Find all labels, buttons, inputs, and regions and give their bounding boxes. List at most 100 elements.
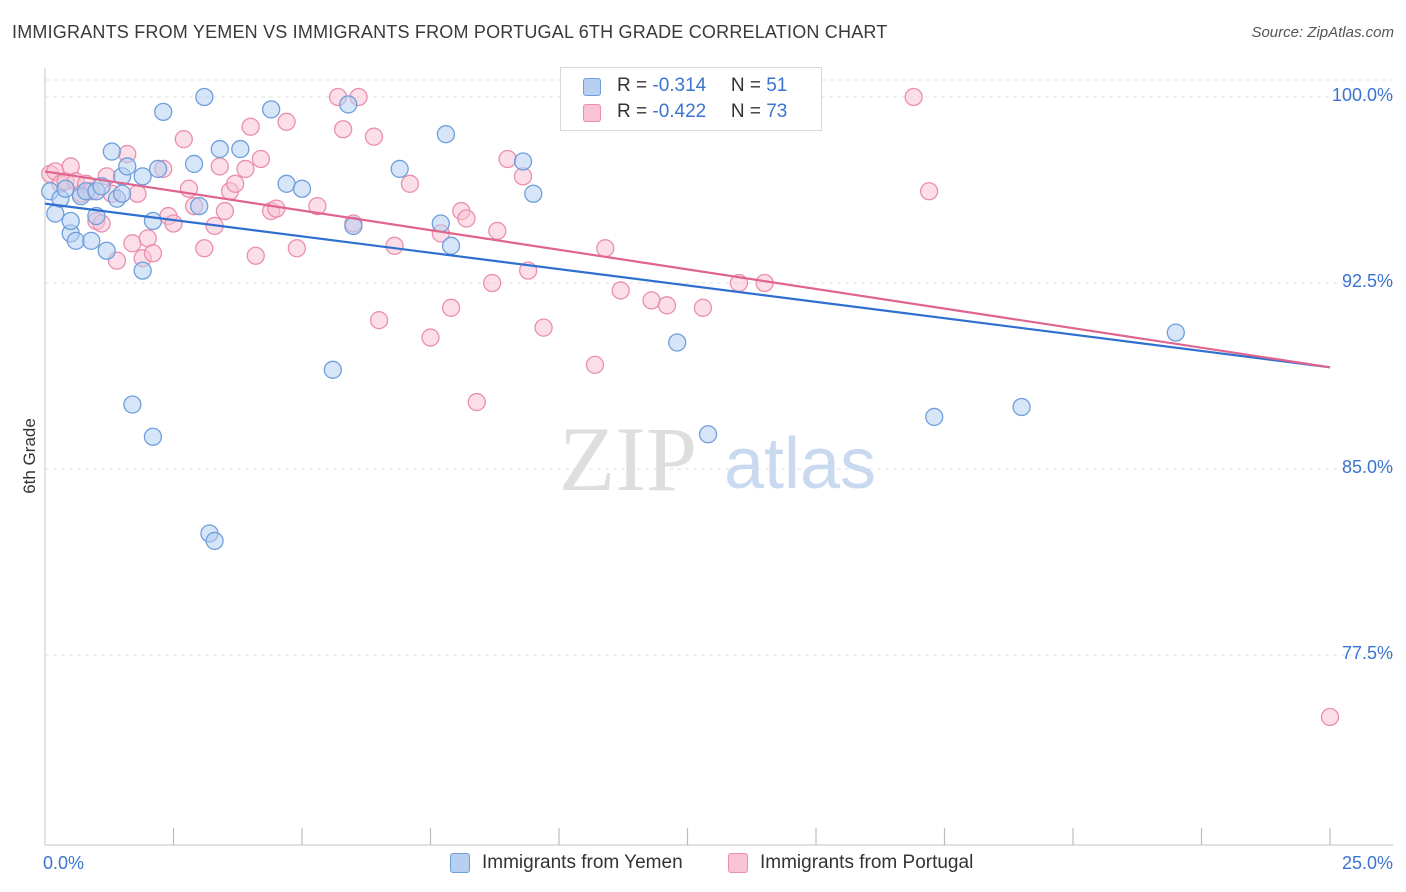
data-point-yemen	[66, 231, 85, 250]
data-point-portugal	[143, 244, 163, 263]
y-tick-label: 100.0%	[1332, 85, 1393, 105]
x-tick-label: 0.0%	[43, 853, 84, 873]
data-point-portugal	[693, 298, 713, 317]
data-point-yemen	[513, 152, 533, 171]
data-point-yemen	[292, 179, 312, 198]
data-point-portugal	[369, 311, 389, 330]
data-point-yemen	[61, 211, 80, 231]
data-point-portugal	[467, 392, 486, 412]
legend-r-value-portugal: -0.422	[652, 101, 707, 122]
data-point-yemen	[190, 196, 209, 216]
data-point-portugal	[308, 196, 327, 216]
trend-line-portugal	[44, 170, 1331, 369]
bottom-legend-label-yemen: Immigrants from Yemen	[482, 852, 683, 873]
legend-r-label: R =	[617, 75, 653, 96]
data-point-portugal	[498, 149, 517, 169]
data-point-yemen	[133, 261, 152, 280]
y-axis-title: 6th Grade	[20, 418, 39, 494]
legend-n-value-yemen: 51	[766, 75, 788, 96]
data-point-portugal	[236, 159, 255, 179]
data-point-portugal	[215, 201, 235, 221]
trend-lines	[44, 170, 1331, 369]
data-point-portugal	[246, 246, 265, 265]
watermark: ZIP atlas	[559, 408, 876, 510]
data-point-yemen	[441, 236, 461, 255]
legend-r-label: R =	[617, 101, 653, 122]
data-point-portugal	[596, 239, 615, 258]
data-point-yemen	[323, 360, 342, 379]
data-point-portugal	[210, 157, 229, 176]
data-point-yemen	[102, 142, 121, 161]
legend-swatch-portugal	[583, 104, 601, 122]
data-point-portugal	[904, 87, 923, 107]
data-point-yemen	[1166, 323, 1185, 342]
data-point-portugal	[195, 239, 214, 258]
data-point-yemen	[184, 154, 204, 174]
data-point-yemen	[143, 211, 163, 231]
data-point-portugal	[164, 214, 183, 233]
data-point-yemen	[133, 167, 152, 186]
data-point-portugal	[241, 117, 260, 136]
data-point-portugal	[585, 355, 605, 374]
data-point-yemen	[97, 241, 116, 260]
bottom-legend-label-portugal: Immigrants from Portugal	[760, 852, 974, 873]
data-point-portugal	[483, 273, 502, 293]
data-point-yemen	[92, 177, 111, 196]
data-point-portugal	[457, 209, 476, 228]
data-point-yemen	[698, 425, 718, 444]
legend-n-label: N =	[730, 75, 767, 96]
data-point-portugal	[174, 130, 193, 149]
data-point-yemen	[205, 531, 224, 551]
data-point-yemen	[524, 184, 543, 203]
data-point-yemen	[390, 159, 409, 179]
data-point-yemen	[210, 139, 229, 159]
data-point-portugal	[657, 296, 677, 315]
data-point-portugal	[611, 281, 630, 300]
legend-r-value-yemen: -0.314	[652, 75, 707, 96]
y-tick-label: 92.5%	[1342, 271, 1393, 291]
legend-n-value-portugal: 73	[766, 101, 788, 122]
data-point-yemen	[195, 87, 214, 107]
data-point-portugal	[251, 149, 271, 169]
data-point-portugal	[400, 174, 420, 193]
y-tick-label: 77.5%	[1342, 643, 1393, 663]
data-point-yemen	[436, 125, 456, 144]
data-point-portugal	[534, 318, 553, 337]
data-point-portugal	[919, 182, 939, 201]
data-point-yemen	[154, 102, 173, 122]
data-point-portugal	[642, 291, 661, 310]
data-point-yemen	[112, 184, 132, 203]
data-point-portugal	[385, 236, 404, 255]
correlation-legend: R = -0.314 N = 51 R = -0.422 N = 73	[560, 67, 822, 131]
bottom-legend-swatch-yemen	[450, 853, 470, 873]
data-point-portugal	[488, 221, 507, 241]
data-point-yemen	[339, 95, 358, 114]
trend-line-yemen	[44, 202, 1331, 369]
data-point-yemen	[148, 159, 168, 179]
source-label: Source: ZipAtlas.com	[1251, 24, 1394, 41]
data-point-portugal	[1320, 707, 1340, 727]
data-point-portugal	[287, 239, 307, 258]
data-point-portugal	[441, 298, 461, 317]
data-point-portugal	[128, 184, 147, 203]
watermark-atlas: atlas	[724, 424, 876, 504]
data-point-portugal	[277, 112, 296, 131]
watermark-zip: ZIP	[559, 408, 697, 510]
data-point-portugal	[421, 328, 440, 347]
data-point-portugal	[333, 120, 353, 139]
data-point-yemen	[123, 395, 142, 414]
chart-title: IMMIGRANTS FROM YEMEN VS IMMIGRANTS FROM…	[12, 22, 888, 42]
x-tick-label: 25.0%	[1342, 853, 1393, 873]
data-point-yemen	[143, 427, 163, 446]
data-point-yemen	[925, 407, 944, 427]
data-point-yemen	[668, 333, 687, 352]
series-portugal-points	[40, 87, 1340, 727]
legend-swatch-yemen	[583, 78, 601, 96]
data-point-yemen	[262, 100, 281, 119]
data-point-yemen	[231, 139, 250, 159]
data-point-yemen	[118, 157, 137, 176]
axis-labels: 77.5% 85.0% 92.5% 100.0% 0.0% 25.0% 6th Grade	[20, 85, 1393, 873]
data-point-portugal	[226, 174, 245, 193]
data-point-yemen	[277, 174, 296, 193]
